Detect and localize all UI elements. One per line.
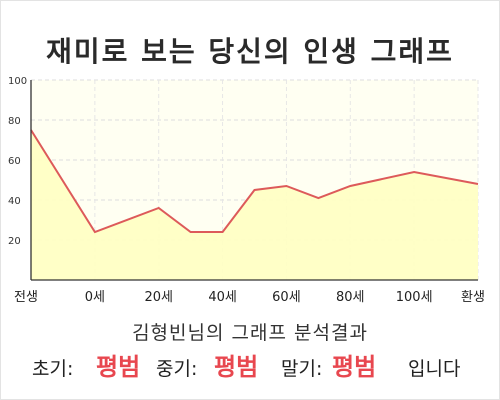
y-tick-label: 40 — [8, 196, 21, 207]
mid-label: 중기: — [156, 358, 198, 380]
area-fill — [31, 130, 478, 280]
x-tick-label: 80세 — [336, 290, 365, 305]
x-tick-label: 20세 — [144, 290, 173, 305]
y-tick-label: 80 — [8, 116, 21, 127]
x-tick-label: 100세 — [396, 290, 433, 305]
x-tick-label: 환생 — [461, 290, 485, 305]
late-value: 평범 — [332, 353, 377, 381]
analysis-subtitle: 김형빈님의 그래프 분석결과 — [132, 322, 368, 344]
late-label: 말기: — [281, 358, 323, 380]
axes — [30, 80, 478, 281]
x-tick-label: 0세 — [85, 290, 105, 305]
y-axis-ticks: 20 40 60 80 100 — [8, 76, 27, 247]
chart-title: 재미로 보는 당신의 인생 그래프 — [46, 35, 454, 68]
y-tick-label: 100 — [8, 76, 27, 87]
x-tick-label: 40세 — [208, 290, 237, 305]
y-tick-label: 60 — [8, 156, 21, 167]
mid-value: 평범 — [214, 353, 259, 381]
verdict-line: 초기: 평범 중기: 평범 말기: 평범 입니다 — [0, 344, 500, 384]
x-axis-ticks: 전생 0세 20세 40세 60세 80세 100세 환생 — [14, 290, 485, 305]
y-tick-label: 20 — [8, 236, 21, 247]
early-label: 초기: — [32, 358, 74, 380]
series-line — [30, 129, 479, 234]
verdict-suffix: 입니다 — [408, 358, 461, 380]
early-value: 평범 — [96, 353, 141, 381]
x-tick-label: 60세 — [272, 290, 301, 305]
x-tick-label: 전생 — [14, 290, 38, 305]
